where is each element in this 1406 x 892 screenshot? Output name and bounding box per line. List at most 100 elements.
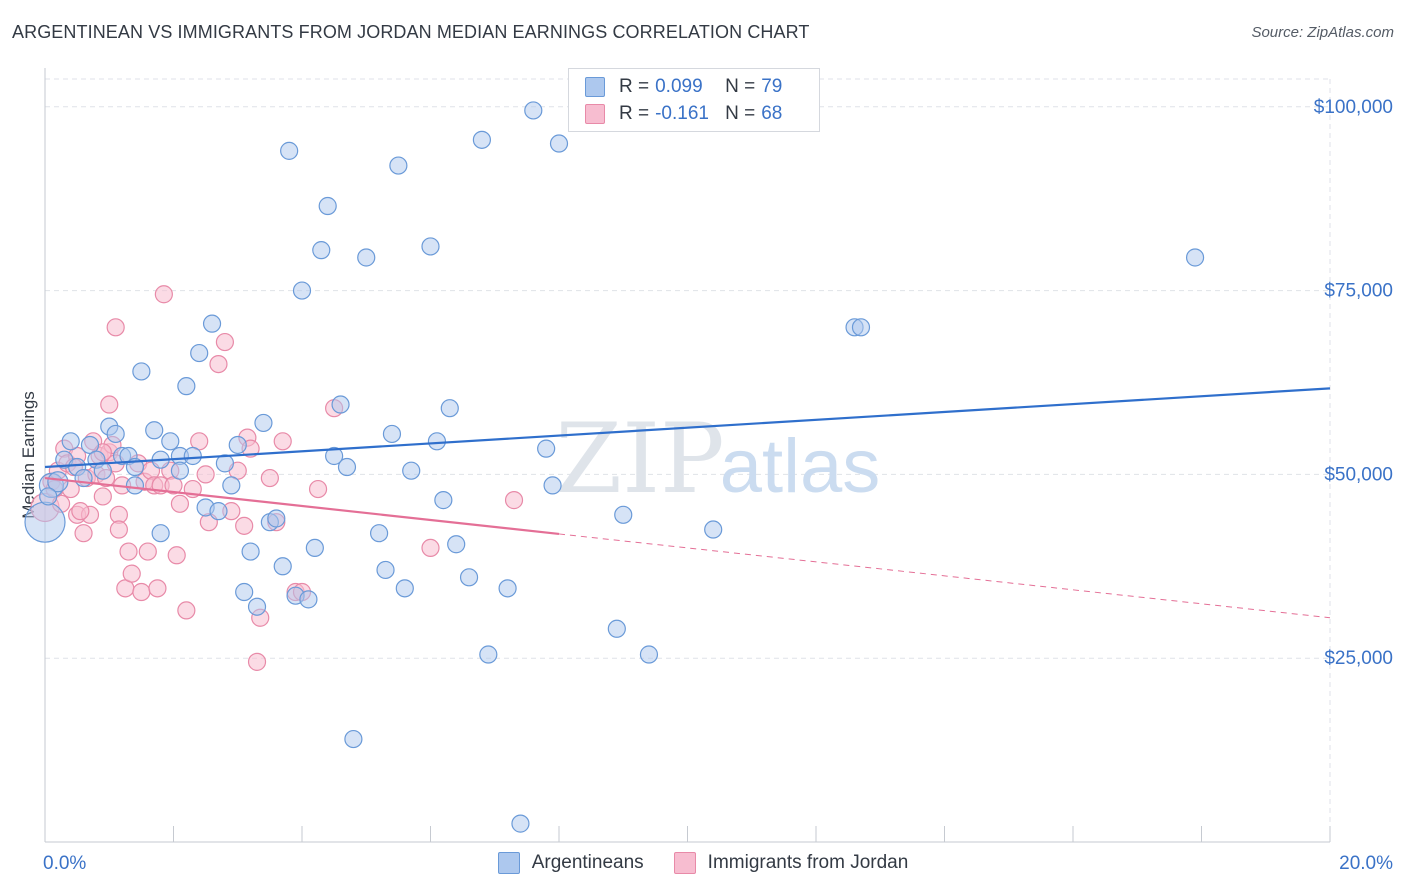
jordan-point: [209, 354, 228, 374]
argentinean-point: [151, 524, 170, 543]
argentinean-point: [851, 318, 871, 337]
argentinean-point: [357, 248, 376, 267]
series-legend: Argentineans Immigrants from Jordan: [0, 852, 1406, 874]
argentinean-point: [106, 424, 125, 444]
jordan-point: [138, 542, 157, 561]
argentinean-point: [639, 645, 659, 664]
argentinean-point: [61, 432, 80, 451]
jordan-point: [71, 502, 90, 521]
chart-title: ARGENTINEAN VS IMMIGRANTS FROM JORDAN ME…: [12, 22, 810, 42]
argentinean-point: [1185, 248, 1205, 267]
legend-n-value: 68: [761, 103, 783, 124]
argentinean-point: [376, 560, 395, 580]
argentinean-point: [331, 395, 350, 414]
jordan-trend-line-extension: [558, 533, 1331, 619]
correlation-legend: R = 0.099 N = 79 R = -0.161 N = 68: [568, 68, 820, 132]
argentinean-point: [421, 237, 440, 256]
argentinean-point: [537, 439, 556, 458]
argentinean-point: [312, 241, 331, 260]
x-tick-label: 20.0%: [1339, 853, 1393, 874]
jordan-point: [74, 524, 93, 543]
argentinean-point: [202, 314, 222, 333]
argentinean-point: [177, 377, 196, 396]
argentinean-point: [459, 568, 479, 587]
legend-r-label: R =: [619, 76, 650, 97]
y-tick-label: $75,000: [1324, 281, 1393, 302]
jordan-trend-line: [44, 476, 560, 536]
argentinean-point: [228, 435, 247, 455]
jordan-point: [308, 479, 328, 499]
legend-r-value: -0.161: [655, 103, 709, 124]
legend-label-argentineans: Argentineans: [531, 852, 644, 873]
argentinean-point: [254, 413, 273, 433]
argentinean-point: [434, 491, 453, 510]
argentinean-point: [209, 502, 228, 521]
jordan-point: [132, 582, 151, 602]
argentinean-point: [74, 468, 93, 488]
argentinean-point: [549, 134, 569, 153]
legend-item-argentineans: Argentineans: [497, 852, 644, 874]
argentinean-point: [614, 505, 633, 524]
legend-row-argentineans: R = 0.099 N = 79: [585, 76, 782, 98]
jordan-point: [170, 494, 190, 513]
tick-labels: $25,000 $50,000 $75,000 $100,000 0.0% 20.0%: [43, 97, 1393, 874]
y-tick-label: $100,000: [1314, 97, 1393, 118]
argentinean-point: [337, 457, 357, 477]
argentinean-point: [235, 582, 254, 602]
legend-n-value: 79: [761, 76, 783, 97]
jordan-point: [93, 487, 112, 506]
argentinean-point: [47, 471, 69, 493]
argentinean-point: [472, 130, 491, 149]
argentinean-point: [190, 343, 209, 363]
jordan-point: [177, 601, 196, 620]
argentinean-point: [395, 579, 414, 598]
y-tick-label: $50,000: [1324, 464, 1393, 485]
argentinean-point: [299, 590, 318, 609]
jordan-point: [235, 516, 254, 535]
axes: [44, 68, 1331, 843]
argentinean-point: [183, 446, 202, 466]
argentinean-point: [447, 535, 466, 554]
zipatlas-watermark: ZIP atlas: [555, 403, 880, 515]
jordan-point: [215, 332, 234, 352]
argentinean-point: [344, 729, 363, 749]
argentinean-point: [273, 557, 292, 576]
argentinean-trend-line: [44, 387, 1331, 469]
argentinean-point: [511, 814, 530, 833]
argentinean-point: [524, 101, 543, 120]
legend-swatch-pink: [585, 104, 605, 124]
x-tick-label: 0.0%: [43, 853, 86, 874]
argentinean-point: [125, 476, 145, 495]
jordan-point: [196, 465, 215, 484]
argentinean-point: [498, 579, 517, 598]
argentinean-point: [241, 542, 260, 561]
jordan-point: [247, 652, 267, 671]
legend-label-jordan: Immigrants from Jordan: [707, 852, 909, 873]
jordan-point: [421, 538, 440, 558]
argentinean-point: [543, 476, 562, 495]
legend-swatch-blue: [585, 77, 605, 97]
argentinean-point: [318, 196, 337, 216]
legend-swatch-jordan: [673, 852, 696, 874]
argentinean-point: [389, 156, 408, 175]
y-tick-label: $25,000: [1324, 648, 1393, 669]
argentinean-point: [479, 645, 498, 664]
argentinean-point: [93, 461, 112, 480]
jordan-point: [148, 579, 167, 598]
legend-n-label: N =: [725, 103, 756, 124]
legend-row-jordan: R = -0.161 N = 68: [585, 103, 782, 125]
argentinean-point: [370, 524, 389, 543]
argentinean-point: [402, 461, 421, 480]
argentinean-point: [215, 454, 234, 473]
argentinean-point: [145, 421, 164, 440]
jordan-point: [122, 564, 141, 583]
jordan-point: [273, 432, 292, 451]
argentinean-point: [382, 424, 402, 444]
jordan-point: [154, 285, 173, 304]
argentinean-point: [440, 399, 459, 418]
argentinean-point: [292, 281, 312, 300]
jordan-point: [167, 546, 186, 565]
jordan-point: [106, 318, 125, 337]
argentinean-point: [704, 520, 723, 539]
argentinean-point: [267, 509, 286, 528]
